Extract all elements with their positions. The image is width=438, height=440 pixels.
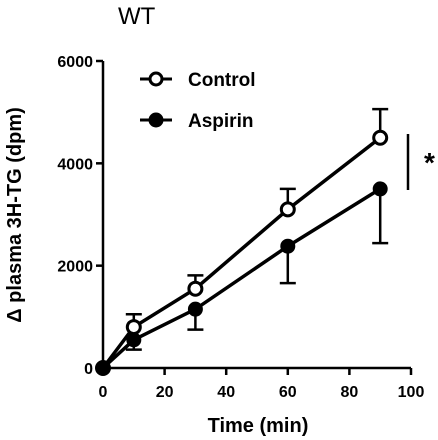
error-bar-aspirin <box>372 188 389 245</box>
y-tick-label: 0 <box>84 361 93 378</box>
x-tick-label: 0 <box>99 384 108 401</box>
x-tick-label: 60 <box>279 384 297 401</box>
legend-marker-control <box>148 71 164 87</box>
data-point-aspirin <box>126 332 142 348</box>
x-tick-label: 100 <box>398 384 425 401</box>
y-tick-label: 4000 <box>57 156 93 173</box>
series-layer <box>95 107 389 376</box>
data-point-control <box>372 129 389 146</box>
legend: Control Aspirin <box>140 70 256 132</box>
y-tick-label: 2000 <box>57 259 93 276</box>
data-point-aspirin <box>372 181 388 197</box>
significance-star: * <box>424 147 435 178</box>
data-point-control <box>279 201 296 218</box>
legend-marker-aspirin <box>148 112 164 128</box>
x-ticks: 0 20 40 60 80 100 <box>99 368 425 401</box>
data-point-control <box>125 319 142 336</box>
x-tick-label: 20 <box>156 384 174 401</box>
series-control <box>101 107 389 370</box>
series-aspirin <box>101 187 389 370</box>
significance-annotation: * <box>406 134 435 190</box>
x-tick-label: 40 <box>217 384 235 401</box>
data-point-aspirin <box>187 301 203 317</box>
chart-title: WT <box>118 3 156 30</box>
y-ticks: 0 2000 4000 6000 <box>57 54 103 378</box>
legend-label-aspirin: Aspirin <box>188 111 253 132</box>
x-tick-label: 80 <box>341 384 359 401</box>
series-line-aspirin <box>101 187 382 370</box>
data-point-control <box>187 280 204 297</box>
y-tick-label: 6000 <box>57 54 93 71</box>
legend-label-control: Control <box>188 70 256 91</box>
data-point-aspirin <box>95 360 111 376</box>
data-point-aspirin <box>280 238 296 254</box>
x-axis-label: Time (min) <box>208 415 309 437</box>
y-axis-label: Δ plasma 3H-TG (dpm) <box>4 107 26 323</box>
